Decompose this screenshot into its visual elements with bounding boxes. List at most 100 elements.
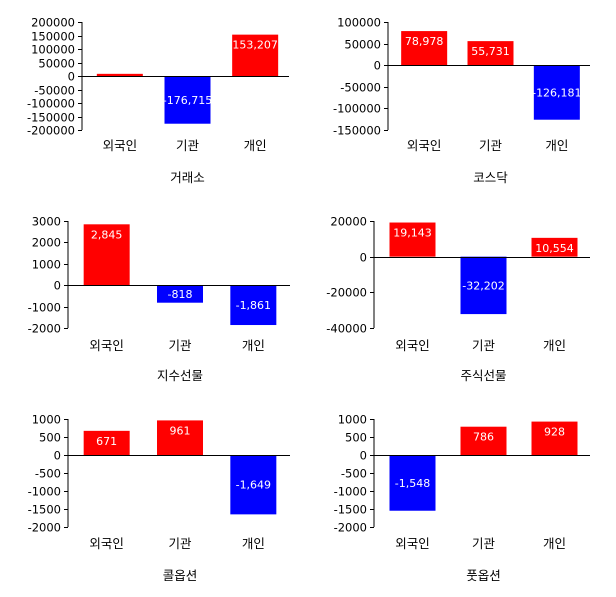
bar [531, 237, 578, 257]
y-tick-label: 0 [360, 251, 367, 265]
y-tick-label: -50000 [340, 81, 381, 95]
y-tick-label: -100000 [27, 97, 75, 111]
category-label: 외국인 [407, 138, 442, 153]
bar [460, 426, 507, 455]
chart-panel: 1000 500 0 -500 -1000 -1500 -2000 -1,548 외국인 786 기… [334, 413, 590, 583]
chart-panel: 1000 500 0 -500 -1000 -1500 -2000 671 외국인 961 기관 -1… [28, 413, 290, 583]
category-label: 기관 [176, 138, 200, 153]
chart-title: 지수선물 [157, 368, 203, 383]
data-label: 10,554 [535, 242, 574, 255]
y-tick-label: -2000 [334, 521, 367, 535]
y-tick-label: -1000 [334, 485, 367, 499]
y-tick-label: -500 [341, 467, 367, 481]
category-label: 외국인 [395, 536, 430, 551]
category-label: 기관 [168, 536, 192, 551]
y-tick-label: -40000 [326, 322, 367, 336]
chart-title: 콜옵션 [163, 568, 198, 583]
category-label: 외국인 [89, 536, 124, 551]
y-tick-label: 3000 [32, 215, 61, 229]
y-tick-label: 500 [39, 431, 61, 445]
data-label: 153,207 [232, 39, 278, 52]
data-label: -1,861 [236, 299, 271, 312]
y-tick-label: 1000 [338, 413, 367, 427]
bar [460, 256, 507, 315]
y-tick-label: -150000 [27, 111, 75, 125]
y-tick-label: 0 [54, 279, 61, 293]
data-label: 928 [544, 426, 565, 439]
y-tick-label: 100000 [337, 16, 381, 30]
y-tick-label: 200000 [31, 16, 75, 30]
bar [401, 31, 448, 66]
y-tick-label: 0 [68, 70, 75, 84]
category-label: 기관 [479, 138, 503, 153]
y-tick-label: -2000 [28, 322, 61, 336]
data-label: 2,845 [91, 228, 123, 241]
bar [230, 455, 277, 515]
data-label: 19,143 [393, 227, 432, 240]
y-tick-label: 50000 [38, 57, 75, 71]
y-tick-label: -1500 [28, 503, 61, 517]
chart-title: 코스닥 [473, 170, 508, 185]
category-label: 개인 [543, 536, 566, 551]
y-tick-label: -200000 [27, 124, 75, 138]
data-label: -126,181 [532, 86, 581, 99]
data-label: -1,649 [236, 479, 271, 492]
chart-panel: 20000 0 -20000 -40000 19,143 외국인 -32,202 기관 10,5… [326, 215, 590, 383]
y-tick-label: 0 [360, 449, 367, 463]
y-tick-label: -1500 [334, 503, 367, 517]
chart-panel: 3000 2000 1000 0 -1000 -2000 2,845 외국인 -818 기관 -1,… [28, 215, 290, 383]
data-label: -1,548 [395, 477, 430, 490]
bar [389, 455, 436, 511]
y-tick-label: -100000 [333, 102, 381, 116]
category-label: 기관 [472, 536, 496, 551]
y-tick-label: -500 [35, 467, 61, 481]
category-label: 개인 [543, 338, 566, 353]
bar [389, 222, 436, 257]
bar [157, 420, 203, 455]
category-label: 개인 [244, 138, 267, 153]
data-label: -818 [168, 288, 193, 301]
y-tick-label: -50000 [34, 84, 75, 98]
data-label: 786 [473, 431, 494, 444]
bar [467, 41, 514, 66]
y-tick-label: -20000 [326, 286, 367, 300]
category-label: 개인 [545, 138, 568, 153]
bar [83, 430, 130, 455]
y-tick-label: 500 [345, 431, 367, 445]
y-tick-label: 100000 [31, 43, 75, 57]
category-label: 외국인 [103, 138, 138, 153]
category-label: 기관 [168, 338, 192, 353]
bar [157, 285, 203, 303]
data-label: -176,715 [163, 94, 212, 107]
y-tick-label: 20000 [330, 215, 367, 229]
chart-title: 주식선물 [460, 368, 506, 383]
chart-title: 거래소 [170, 170, 205, 185]
y-tick-label: -150000 [333, 124, 381, 138]
bar [83, 224, 130, 286]
y-tick-label: 150000 [31, 30, 75, 44]
chart-panel: 100000 50000 0 -50000 -100000 -150000 78,978 외국… [333, 16, 590, 185]
data-label: 671 [96, 435, 117, 448]
y-tick-label: 1000 [32, 413, 61, 427]
chart-title: 풋옵션 [466, 568, 501, 583]
bar [531, 421, 578, 455]
bar [164, 76, 211, 124]
data-label: -32,202 [462, 279, 504, 292]
category-label: 개인 [242, 338, 265, 353]
bar [96, 73, 143, 76]
data-label: 55,731 [471, 45, 510, 58]
bar [533, 65, 580, 120]
bar [232, 34, 279, 76]
y-tick-label: -2000 [28, 521, 61, 535]
category-label: 외국인 [395, 338, 430, 353]
y-tick-label: -1000 [28, 485, 61, 499]
bar [230, 285, 277, 326]
data-label: 78,978 [405, 35, 444, 48]
category-label: 기관 [472, 338, 496, 353]
data-label: 961 [170, 424, 191, 437]
y-tick-label: 50000 [344, 38, 381, 52]
y-tick-label: 0 [54, 449, 61, 463]
category-label: 외국인 [89, 338, 124, 353]
chart-panel: 200000150000100000500000-50000-100000-15… [27, 16, 289, 185]
